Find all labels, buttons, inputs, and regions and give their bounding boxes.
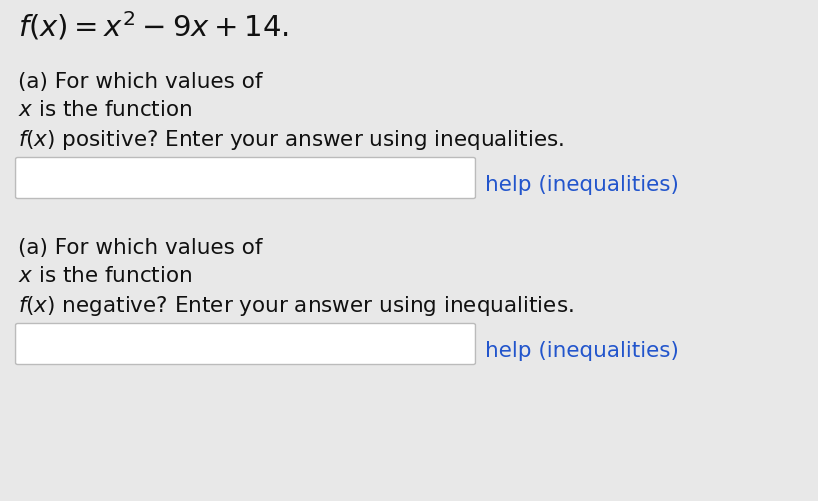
Text: help (inequalities): help (inequalities)	[485, 340, 679, 360]
FancyBboxPatch shape	[16, 158, 475, 199]
Text: $f(x) = x^2 - 9x + 14.$: $f(x) = x^2 - 9x + 14.$	[18, 10, 289, 43]
Text: $x$ is the function: $x$ is the function	[18, 100, 192, 120]
Text: help (inequalities): help (inequalities)	[485, 175, 679, 194]
Text: $f(x)$ negative? Enter your answer using inequalities.: $f(x)$ negative? Enter your answer using…	[18, 294, 574, 317]
Text: $f(x)$ positive? Enter your answer using inequalities.: $f(x)$ positive? Enter your answer using…	[18, 128, 564, 152]
Text: $x$ is the function: $x$ is the function	[18, 266, 192, 286]
Text: (a) For which values of: (a) For which values of	[18, 72, 263, 92]
Text: (a) For which values of: (a) For which values of	[18, 237, 263, 258]
FancyBboxPatch shape	[16, 324, 475, 365]
